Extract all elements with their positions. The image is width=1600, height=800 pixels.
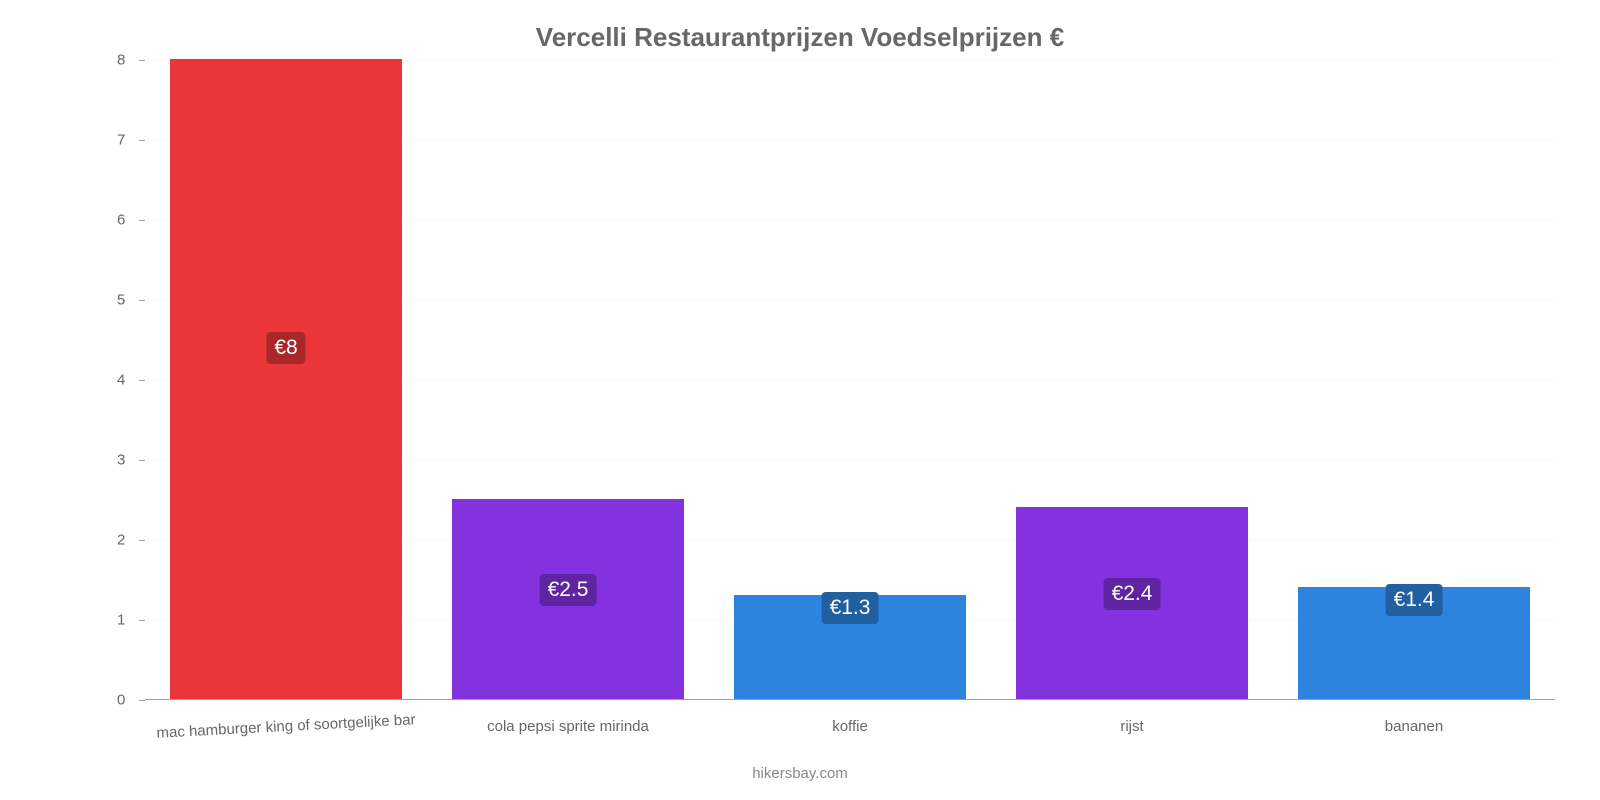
y-tick-label: 6 bbox=[117, 212, 125, 229]
y-tick bbox=[139, 300, 145, 301]
y-tick-label: 1 bbox=[117, 612, 125, 629]
bar-value-label: €8 bbox=[266, 332, 305, 364]
plot-area: €8 €2.5 €1.3 €2.4 €1.4 bbox=[145, 60, 1555, 700]
y-tick bbox=[139, 620, 145, 621]
y-tick-label: 7 bbox=[117, 132, 125, 149]
y-tick-label: 8 bbox=[117, 52, 125, 69]
y-tick-label: 2 bbox=[117, 532, 125, 549]
bar-value-label: €1.4 bbox=[1386, 584, 1443, 616]
y-tick bbox=[139, 380, 145, 381]
y-tick bbox=[139, 60, 145, 61]
y-tick bbox=[139, 540, 145, 541]
y-tick-label: 3 bbox=[117, 452, 125, 469]
y-tick-label: 4 bbox=[117, 372, 125, 389]
bar-value-label: €2.5 bbox=[540, 574, 597, 606]
y-tick bbox=[139, 220, 145, 221]
y-tick bbox=[139, 140, 145, 141]
y-tick-label: 0 bbox=[117, 692, 125, 709]
x-tick-label: mac hamburger king of soortgelijke bar bbox=[156, 711, 416, 742]
bar-value-label: €1.3 bbox=[822, 592, 879, 624]
x-tick-label: koffie bbox=[832, 718, 868, 735]
x-tick-label: bananen bbox=[1385, 718, 1443, 735]
y-tick bbox=[139, 700, 145, 701]
x-tick-label: rijst bbox=[1120, 718, 1143, 735]
y-tick bbox=[139, 460, 145, 461]
credit-text: hikersbay.com bbox=[752, 765, 848, 782]
bar bbox=[170, 59, 401, 699]
y-tick-label: 5 bbox=[117, 292, 125, 309]
bar-value-label: €2.4 bbox=[1104, 578, 1161, 610]
x-tick-label: cola pepsi sprite mirinda bbox=[487, 718, 649, 735]
chart-title: Vercelli Restaurantprijzen Voedselprijze… bbox=[0, 22, 1600, 53]
